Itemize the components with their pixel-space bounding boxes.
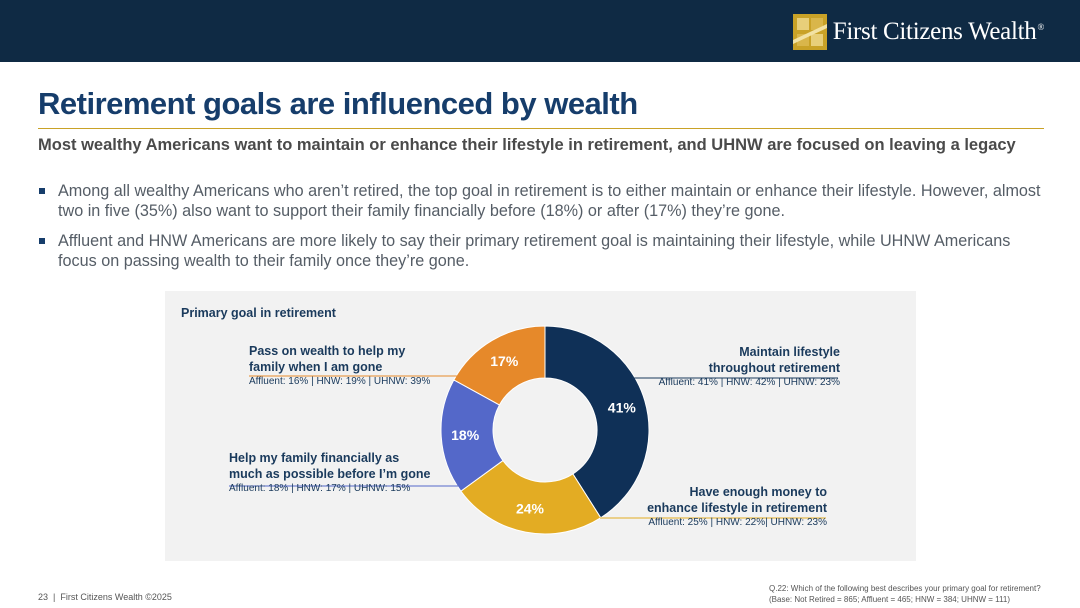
bullet-square-icon (39, 238, 45, 244)
logo-text: First Citizens Wealth® (832, 18, 1045, 45)
logo-mark-icon (792, 14, 827, 50)
title-divider (38, 128, 1044, 129)
slice-percent-label: 17% (490, 353, 519, 369)
callout-maintain: Maintain lifestyle throughout retirement … (659, 344, 840, 388)
slice-percent-label: 41% (608, 400, 637, 416)
callout-help: Help my family financially as much as pos… (229, 450, 430, 494)
callout-help-stats: Affluent: 18% | HNW: 17% | UHNW: 15% (229, 483, 411, 494)
bullet-item: Among all wealthy Americans who aren’t r… (38, 181, 1048, 221)
donut-slice-maintain (544, 325, 650, 519)
chart-title: Primary goal in retirement (181, 306, 336, 320)
footer-source-note: Q.22: Which of the following best descri… (769, 583, 1041, 605)
page-title: Retirement goals are influenced by wealt… (38, 86, 638, 121)
bullet-square-icon (39, 188, 45, 194)
callout-enhance-line1: Have enough money to (689, 485, 827, 499)
callout-pass: Pass on wealth to help my family when I a… (249, 343, 430, 387)
page-subtitle: Most wealthy Americans want to maintain … (38, 136, 1016, 154)
callout-help-line1: Help my family financially as (229, 451, 400, 465)
footer-copyright: 23 | First Citizens Wealth ©2025 (38, 592, 172, 602)
callout-enhance-line2: enhance lifestyle in retirement (647, 501, 827, 515)
bullet-list: Among all wealthy Americans who aren’t r… (38, 181, 1048, 281)
page-number: 23 (38, 592, 49, 602)
slice-percent-label: 18% (451, 427, 480, 443)
bullet-item: Affluent and HNW Americans are more like… (38, 231, 1048, 271)
callout-pass-stats: Affluent: 16% | HNW: 19% | UHNW: 39% (249, 376, 431, 387)
callout-maintain-stats: Affluent: 41% | HNW: 42% | UHNW: 23% (658, 377, 840, 388)
callout-maintain-line1: Maintain lifestyle (739, 345, 840, 359)
donut-slice-pass (453, 325, 546, 406)
callout-help-line2: much as possible before I’m gone (229, 467, 431, 481)
callout-maintain-line2: throughout retirement (708, 361, 840, 375)
copyright-text: First Citizens Wealth ©2025 (60, 592, 172, 602)
header-bar: First Citizens Wealth® (0, 0, 1080, 62)
slice-percent-label: 24% (516, 501, 545, 517)
donut-slice-enhance (460, 459, 602, 535)
callout-enhance-stats: Affluent: 25% | HNW: 22%| UHNW: 23% (648, 517, 827, 528)
callout-pass-line2: family when I am gone (249, 360, 383, 374)
callout-enhance: Have enough money to enhance lifestyle in… (647, 484, 827, 528)
brand-logo[interactable]: First Citizens Wealth® (792, 12, 1045, 52)
source-question: Q.22: Which of the following best descri… (769, 584, 1041, 593)
source-base: (Base: Not Retired = 865; Affluent = 465… (769, 595, 1011, 604)
callout-pass-line1: Pass on wealth to help my (249, 344, 406, 358)
